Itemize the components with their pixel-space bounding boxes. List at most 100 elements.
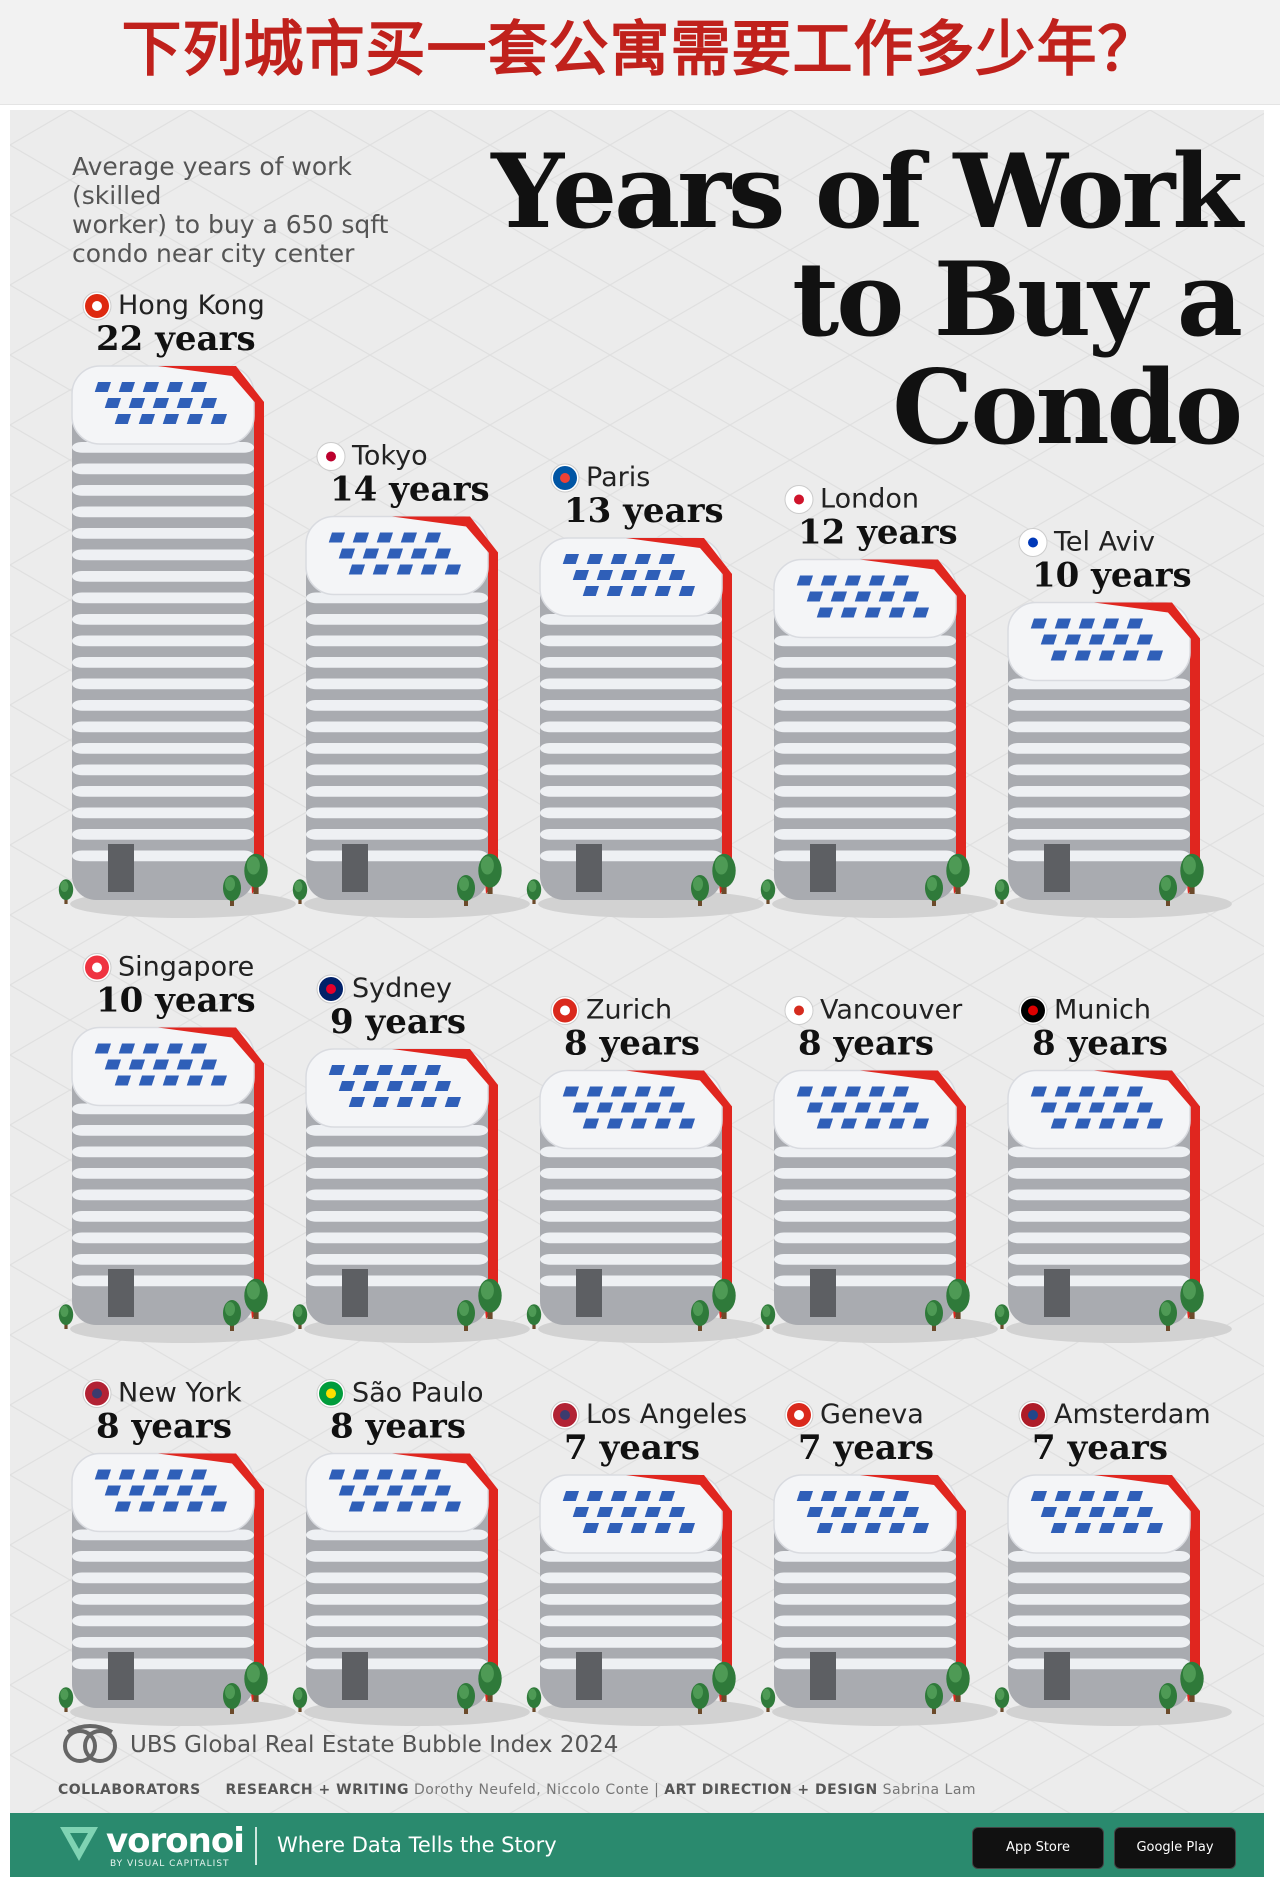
tree-icon [58,1304,74,1329]
value-label: 8 years [564,1024,700,1064]
city-label: London [820,484,919,515]
tree-icon [244,853,268,894]
tree-icon [1180,1661,1204,1702]
city-label: São Paulo [352,1378,484,1409]
collaborators-label: COLLABORATORS [58,1782,201,1798]
building-door [108,844,134,892]
voronoi-logo-icon [60,1827,98,1861]
research-label: RESEARCH + WRITING [225,1782,410,1798]
building-door [1044,1269,1070,1317]
city-label: Singapore [118,952,254,983]
tree-icon [478,1661,502,1702]
art-names: Sabrina Lam [882,1782,977,1798]
tree-icon [1180,853,1204,894]
tree-icon [244,1278,268,1319]
usa-flag-icon [82,1379,112,1408]
value-label: 12 years [798,513,958,553]
tree-icon [994,879,1010,904]
tree-icon [1159,875,1177,906]
value-label: 8 years [798,1024,934,1064]
city-label: Hong Kong [118,290,265,321]
value-label: 8 years [1032,1024,1168,1064]
footer: voronoi BY VISUAL CAPITALIST Where Data … [10,1813,1264,1877]
roof-windows [562,554,695,596]
footer-divider [255,1827,257,1865]
tagline: Where Data Tells the Story [277,1833,557,1857]
tree-icon [457,875,475,906]
tree-icon [244,1661,268,1702]
value-label: 22 years [96,319,256,359]
tree-icon [691,1683,709,1714]
building-door [810,1652,836,1700]
title-line: Years of Work [491,132,1243,252]
tree-icon [526,1687,542,1712]
tree-icon [223,875,241,906]
banner-title: 下列城市买一套公寓需要工作多少年？ [121,15,1159,85]
tree-icon [946,1661,970,1702]
brand-name[interactable]: voronoi [106,1821,245,1861]
tree-icon [292,1687,308,1712]
roof-windows [94,1469,227,1512]
singapore-flag-icon [82,953,112,982]
city-label: Vancouver [820,995,963,1026]
tree-icon [712,1661,736,1702]
building-door [1044,1652,1070,1700]
building-door [576,1652,602,1700]
magnifier-icon [63,1724,117,1763]
chart-subtitle: Average years of work (skilled worker) t… [72,152,432,268]
google-play-button[interactable]: Google Play [1114,1827,1236,1869]
tree-icon [760,879,776,904]
tree-icon [1180,1278,1204,1319]
title-line: to Buy a Condo [792,240,1243,468]
city-label: Los Angeles [586,1399,747,1430]
tree-icon [223,1683,241,1714]
hong-kong-flag-icon [82,291,112,321]
city-label: Amsterdam [1054,1399,1211,1430]
building-door [342,1269,368,1317]
switzerland-flag-icon [784,1400,814,1430]
building-body [72,401,254,900]
usa-flag-icon [550,1400,580,1430]
building-door [576,844,602,892]
tree-icon [994,1687,1010,1712]
roof-windows [1030,1491,1163,1533]
value-label: 8 years [96,1407,232,1447]
value-label: 13 years [564,491,724,531]
credits-separator: | [654,1782,660,1798]
tree-icon [292,879,308,904]
value-label: 10 years [96,981,256,1021]
banner: 下列城市买一套公寓需要工作多少年？ [0,0,1280,105]
tree-icon [1159,1300,1177,1331]
building-door [810,844,836,892]
roof-windows [796,575,929,618]
tree-icon [712,1278,736,1319]
value-label: 7 years [1032,1428,1168,1468]
app-store-button[interactable]: App Store [972,1827,1104,1869]
roof-windows [1030,618,1164,661]
roof-windows [328,1469,461,1512]
tree-icon [691,875,709,906]
tree-icon [457,1300,475,1331]
tree-icon [712,853,736,894]
england-flag-icon [784,485,814,514]
brazil-flag-icon [316,1379,346,1408]
chart-title: Years of Work to Buy a Condo [420,132,1243,468]
subtitle-line: Average years of work (skilled [72,152,352,210]
subtitle-line: worker) to buy a 650 sqft [72,210,389,239]
roof-windows [562,1086,695,1129]
tree-icon [760,1304,776,1329]
city-label: Paris [586,462,650,493]
value-label: 7 years [798,1428,934,1468]
tree-icon [223,1300,241,1331]
tree-icon [760,1687,776,1712]
art-label: ART DIRECTION + DESIGN [664,1782,878,1798]
tree-icon [526,879,542,904]
subtitle-line: condo near city center [72,239,355,268]
